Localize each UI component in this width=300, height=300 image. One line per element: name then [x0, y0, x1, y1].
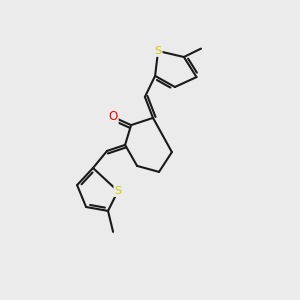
Text: O: O: [109, 110, 118, 124]
Text: S: S: [114, 186, 122, 196]
Text: S: S: [154, 46, 162, 56]
